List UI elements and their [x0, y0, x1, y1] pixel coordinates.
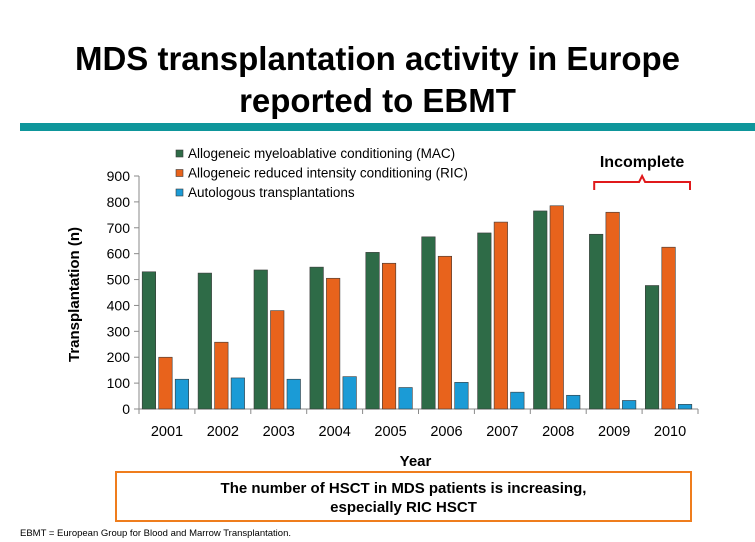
x-axis-title: Year [400, 453, 432, 470]
bar-mac [533, 210, 548, 410]
bar-autologous [342, 376, 357, 410]
bar-ric [326, 277, 341, 410]
footnote: EBMT = European Group for Blood and Marr… [20, 528, 291, 539]
legend-swatch [175, 188, 184, 197]
y-axis-title: Transplantation (n) [66, 227, 83, 362]
y-tick-label: 900 [107, 168, 131, 184]
x-tick-label: 2005 [374, 424, 406, 440]
bar-autologous [230, 377, 245, 410]
bar-mac [309, 266, 324, 410]
bar-ric [605, 211, 620, 410]
conclusion-line-1: The number of HSCT in MDS patients is in… [220, 480, 587, 497]
x-tick-label: 2001 [151, 424, 183, 440]
bar-mac [477, 232, 492, 410]
incomplete-annotation-label: Incomplete [600, 154, 685, 171]
bar-mac [644, 285, 660, 410]
bar-autologous [622, 400, 637, 410]
y-tick-label: 100 [107, 375, 131, 391]
x-tick-label: 2003 [263, 424, 295, 440]
slide-title-line-1: MDS transplantation activity in Europe [74, 40, 681, 77]
bar-mac [141, 271, 156, 410]
x-tick-label: 2004 [319, 424, 351, 440]
x-tick-label: 2008 [542, 424, 574, 440]
bar-ric [661, 246, 676, 410]
bar-ric [270, 310, 285, 410]
bar-autologous [566, 394, 581, 410]
legend-label: Allogeneic myeloablative conditioning (M… [188, 146, 455, 161]
bar-chart: 0 100 200 300 400 500 600 700 800 900 2001 2002 2003… [66, 146, 699, 470]
y-tick-label: 500 [107, 272, 131, 288]
title-divider [20, 123, 755, 131]
bar-mac [421, 236, 436, 410]
bar-autologous [510, 391, 525, 410]
bar-ric [493, 221, 508, 410]
slide-title-line-2: reported to EBMT [239, 82, 516, 119]
bar-ric [158, 356, 173, 410]
y-tick-label: 700 [107, 220, 131, 236]
conclusion-box: The number of HSCT in MDS patients is in… [115, 471, 692, 522]
bar-autologous [677, 404, 693, 410]
bar-autologous [286, 378, 301, 410]
x-tick-label: 2006 [430, 424, 462, 440]
bar-mac [589, 233, 604, 410]
slide-title: MDS transplantation activity in Europe r… [0, 38, 755, 122]
y-tick-label: 0 [122, 401, 130, 417]
bar-ric [437, 255, 453, 410]
bar-mac [253, 269, 268, 410]
bar-mac [365, 252, 380, 410]
x-tick-label: 2010 [654, 424, 686, 440]
y-tick-label: 600 [107, 246, 131, 262]
bar-autologous [398, 387, 413, 410]
bar-ric [549, 205, 564, 410]
bar-mac [197, 272, 212, 410]
legend-swatch [175, 149, 184, 158]
conclusion-line-2: especially RIC HSCT [330, 499, 477, 516]
legend-label: Autologous transplantations [188, 185, 355, 200]
y-tick-label: 200 [107, 349, 131, 365]
legend-label: Allogeneic reduced intensity conditionin… [188, 166, 468, 181]
bar-ric [381, 262, 397, 410]
legend-swatch [175, 169, 184, 177]
x-tick-label: 2009 [598, 424, 630, 440]
bar-autologous [454, 382, 469, 410]
incomplete-bracket [593, 173, 691, 190]
x-tick-label: 2002 [207, 424, 239, 440]
y-tick-label: 800 [107, 194, 131, 210]
bar-autologous [174, 378, 189, 410]
x-tick-label: 2007 [486, 424, 518, 440]
y-tick-label: 300 [107, 323, 131, 339]
bar-ric [214, 341, 229, 410]
y-tick-label: 400 [107, 297, 131, 313]
